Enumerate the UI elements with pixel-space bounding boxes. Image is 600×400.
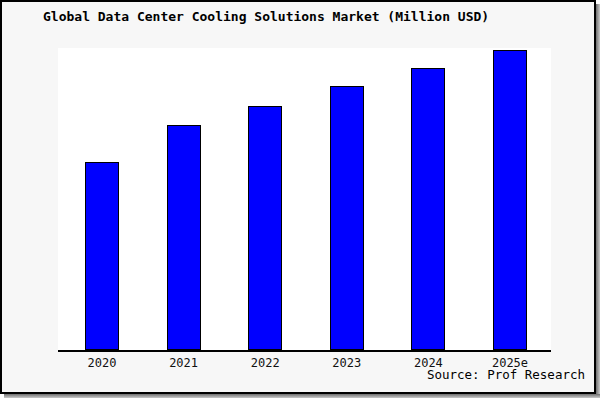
x-tick-2023: 2023: [307, 356, 387, 370]
source-credit: Source: Prof Research: [427, 368, 585, 382]
x-tick-2022: 2022: [225, 356, 305, 370]
plot-area: [58, 48, 551, 352]
bar-2025e: [493, 50, 527, 350]
panel-shadow-right: [596, 4, 600, 398]
x-tick-2020: 2020: [62, 356, 142, 370]
chart-panel: Global Data Center Cooling Solutions Mar…: [0, 0, 596, 394]
bar-2020: [85, 162, 119, 350]
panel-shadow-bottom: [4, 394, 600, 398]
bar-2021: [167, 125, 201, 350]
x-tick-2021: 2021: [144, 356, 224, 370]
bar-2022: [248, 106, 282, 350]
bar-2023: [330, 86, 364, 350]
chart-title: Global Data Center Cooling Solutions Mar…: [43, 9, 489, 25]
bar-2024: [411, 68, 445, 350]
chart-window: Global Data Center Cooling Solutions Mar…: [0, 0, 600, 400]
